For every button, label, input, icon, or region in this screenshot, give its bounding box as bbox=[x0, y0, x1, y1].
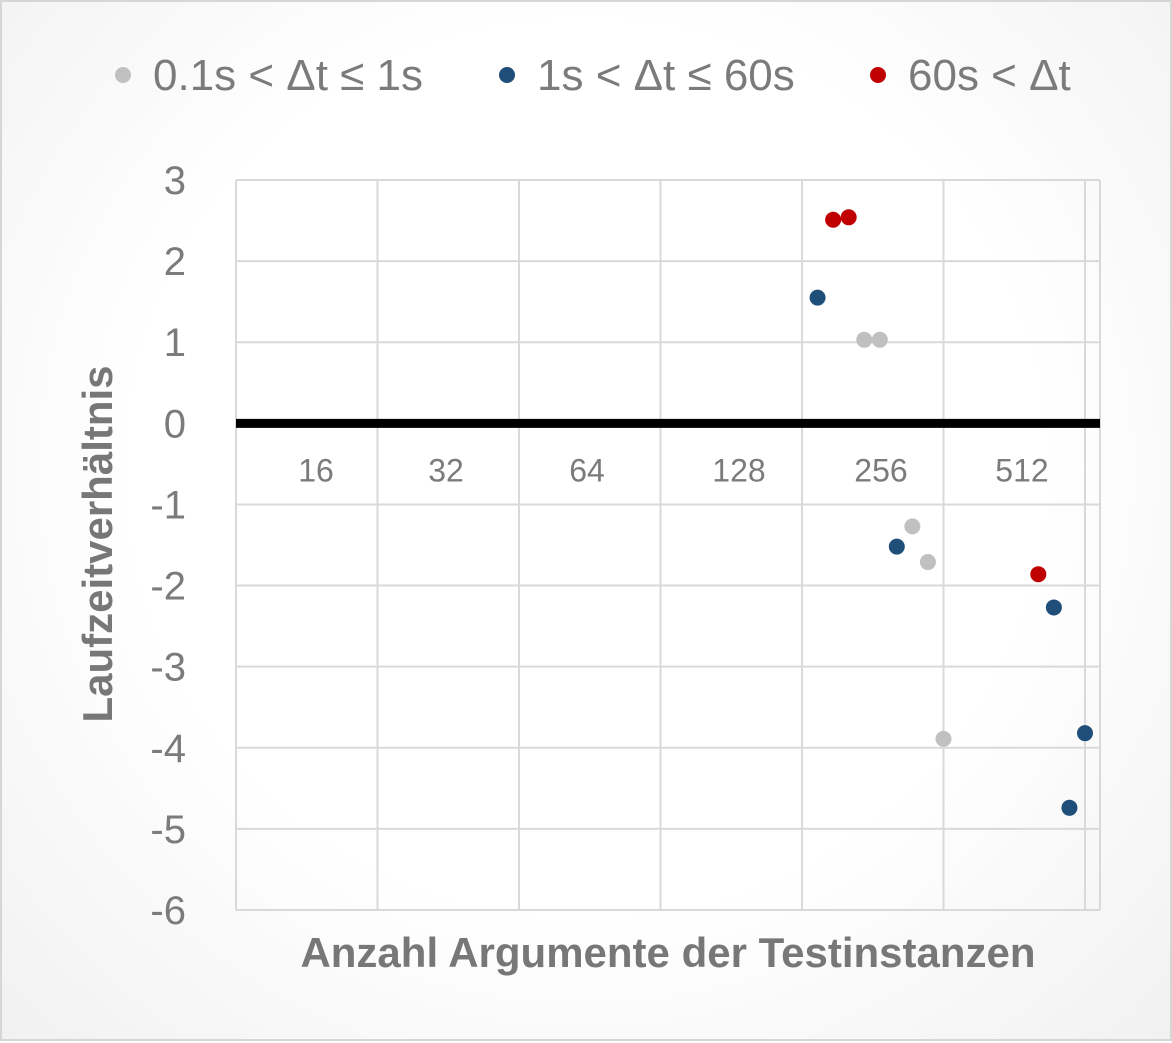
data-point-series-2 bbox=[809, 289, 826, 306]
y-axis-title: Laufzeitverhältnis bbox=[74, 365, 121, 722]
data-point-series-3 bbox=[840, 209, 857, 226]
data-point-series-2 bbox=[1077, 725, 1093, 742]
x-category-label: 32 bbox=[428, 452, 464, 488]
data-point-series-1 bbox=[856, 331, 873, 348]
data-point-series-2 bbox=[1061, 799, 1078, 816]
data-point-series-1 bbox=[935, 730, 952, 747]
y-tick-label: 3 bbox=[164, 159, 186, 203]
legend-label: 0.1s < Δt ≤ 1s bbox=[153, 51, 423, 100]
y-tick-label: 1 bbox=[164, 321, 186, 365]
data-point-series-1 bbox=[871, 331, 888, 348]
legend-marker bbox=[115, 67, 131, 83]
y-tick-label: -6 bbox=[150, 889, 186, 933]
data-point-series-2 bbox=[888, 538, 905, 555]
y-tick-label: -2 bbox=[150, 565, 186, 609]
legend: 0.1s < Δt ≤ 1s 1s < Δt ≤ 60s 60s < Δt bbox=[115, 51, 1071, 100]
legend-label: 60s < Δt bbox=[908, 51, 1071, 100]
x-category-label: 64 bbox=[569, 452, 605, 488]
x-category-label: 256 bbox=[854, 452, 907, 488]
legend-label: 1s < Δt ≤ 60s bbox=[537, 51, 795, 100]
x-axis-title: Anzahl Argumente der Testinstanzen bbox=[300, 929, 1035, 976]
data-point-series-1 bbox=[919, 554, 936, 571]
data-point-series-2 bbox=[1045, 599, 1062, 616]
x-category-label: 512 bbox=[995, 452, 1048, 488]
x-category-label: 128 bbox=[712, 452, 765, 488]
x-axis-category-labels: 16 32 64 128 256 512 bbox=[298, 452, 1048, 488]
grid bbox=[235, 179, 1101, 911]
x-category-label: 16 bbox=[298, 452, 334, 488]
legend-marker bbox=[870, 67, 886, 83]
y-tick-label: -4 bbox=[150, 727, 186, 771]
y-tick-label: -3 bbox=[150, 646, 186, 690]
data-points bbox=[809, 209, 1093, 816]
y-tick-label: 0 bbox=[164, 402, 186, 446]
data-point-series-3 bbox=[825, 211, 842, 228]
y-axis-ticks: 3 2 1 0 -1 -2 -3 -4 -5 -6 bbox=[150, 159, 186, 933]
data-point-series-1 bbox=[904, 518, 921, 535]
y-tick-label: 2 bbox=[164, 240, 186, 284]
y-tick-label: -5 bbox=[150, 808, 186, 852]
y-tick-label: -1 bbox=[150, 483, 186, 527]
legend-marker bbox=[499, 67, 515, 83]
data-point-series-3 bbox=[1030, 566, 1047, 583]
